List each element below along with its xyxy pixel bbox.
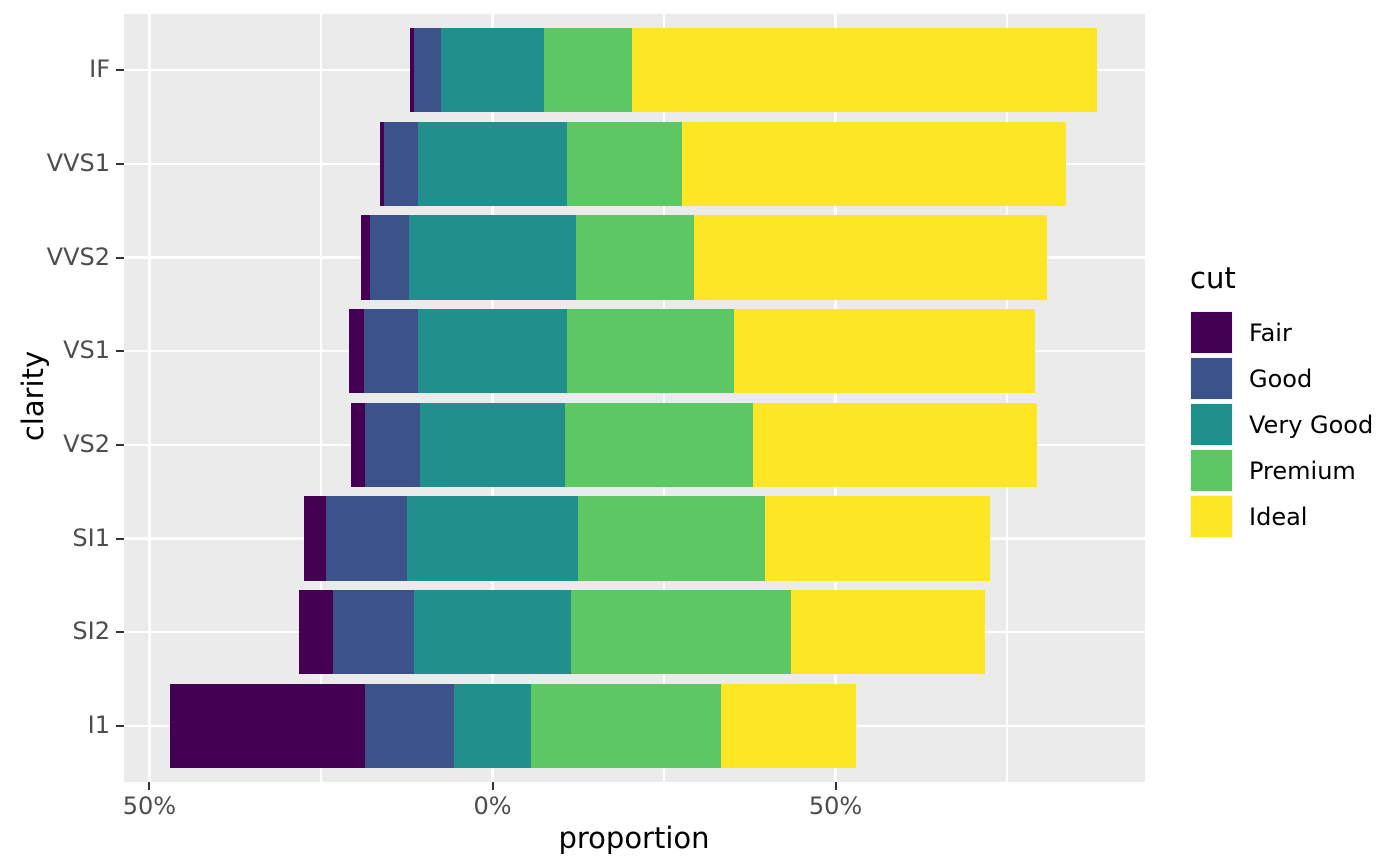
bar-segment-fair (170, 683, 365, 768)
bar-segment-fair (380, 121, 384, 206)
gridline-minor-vertical (663, 14, 665, 782)
bar-segment-ideal (693, 215, 1047, 300)
bar-segment-very-good (414, 590, 571, 675)
bar-segment-good (365, 402, 420, 487)
x-axis-tick-label: 50% (122, 792, 177, 820)
bar-segment-fair (350, 402, 366, 487)
x-axis-tick-label: 50% (808, 792, 863, 820)
bar-segment-good (325, 496, 408, 581)
gridline-minor-vertical (1006, 14, 1008, 782)
y-axis-tick-label: IF (89, 55, 110, 84)
y-axis-tick-label: SI1 (72, 523, 110, 552)
x-axis-tick (491, 782, 494, 790)
bar-segment-very-good (407, 496, 578, 581)
bar-segment-ideal (721, 683, 857, 768)
bar-segment-premium (531, 683, 722, 768)
bar-segment-fair (349, 309, 364, 394)
y-axis-tick (116, 631, 124, 634)
legend-swatch (1190, 495, 1233, 538)
bar-segment-premium (576, 215, 694, 300)
legend: cut Fair Good Very Good Premium Ideal (1190, 261, 1373, 541)
legend-item: Ideal (1190, 495, 1373, 538)
bar-segment-very-good (418, 121, 567, 206)
y-axis-tick (116, 724, 124, 727)
x-axis-title: proportion (558, 821, 710, 855)
bar-segment-good (413, 28, 442, 113)
legend-swatch (1190, 357, 1233, 400)
y-axis-title: clarity (16, 350, 50, 442)
y-axis-tick (116, 443, 124, 446)
legend-swatch (1190, 311, 1233, 354)
legend-item: Fair (1190, 311, 1373, 354)
bar-segment-ideal (682, 121, 1067, 206)
bar-segment-ideal (632, 28, 1097, 113)
bar-segment-good (383, 121, 419, 206)
legend-item-label: Good (1249, 364, 1313, 393)
bar-segment-ideal (790, 590, 985, 675)
gridline-major-vertical (148, 14, 151, 782)
y-axis-tick (116, 350, 124, 353)
bar-segment-premium (565, 402, 753, 487)
bar-segment-good (364, 683, 454, 768)
bar-segment-premium (567, 309, 734, 394)
x-axis-tick-label: 0% (473, 792, 512, 820)
bar-segment-very-good (419, 402, 565, 487)
y-axis-tick-label: VS1 (63, 336, 110, 365)
bar-segment-ideal (752, 402, 1037, 487)
bar-segment-fair (298, 590, 334, 675)
x-axis-tick (834, 782, 837, 790)
bar-segment-good (363, 309, 418, 394)
bar-segment-good (370, 215, 409, 300)
bar-segment-good (333, 590, 415, 675)
bar-segment-ideal (734, 309, 1036, 394)
legend-entries: Fair Good Very Good Premium Ideal (1190, 311, 1373, 538)
bar-segment-fair (410, 28, 414, 113)
legend-item: Premium (1190, 449, 1373, 492)
bar-segment-premium (577, 496, 766, 581)
gridline-major-vertical (491, 14, 494, 782)
legend-swatch (1190, 449, 1233, 492)
bar-segment-very-good (408, 215, 577, 300)
bar-segment-very-good (453, 683, 532, 768)
y-axis-tick-label: I1 (87, 710, 110, 739)
y-axis-tick-label: SI2 (72, 617, 110, 646)
legend-item: Very Good (1190, 403, 1373, 446)
y-axis-tick-label: VVS2 (46, 242, 110, 271)
y-axis-tick-label: VS2 (63, 429, 110, 458)
legend-swatch (1190, 403, 1233, 446)
x-axis-tick (148, 782, 151, 790)
plot-panel (124, 14, 1145, 782)
bar-segment-very-good (417, 309, 567, 394)
bar-segment-fair (360, 215, 371, 300)
bar-segment-premium (570, 590, 791, 675)
legend-item: Good (1190, 357, 1373, 400)
bar-segment-fair (304, 496, 326, 581)
y-axis-tick (116, 256, 124, 259)
legend-item-label: Ideal (1249, 502, 1308, 531)
bar-segment-premium (566, 121, 683, 206)
y-axis-tick-label: VVS1 (46, 148, 110, 177)
bar-segment-ideal (765, 496, 991, 581)
y-axis-tick (116, 69, 124, 72)
legend-item-label: Fair (1249, 318, 1292, 347)
legend-item-label: Premium (1249, 456, 1356, 485)
legend-item-label: Very Good (1249, 410, 1374, 439)
gridline-major-vertical (834, 14, 837, 782)
legend-title: cut (1190, 261, 1236, 295)
y-axis-tick (116, 537, 124, 540)
gridline-minor-vertical (320, 14, 322, 782)
bar-segment-very-good (441, 28, 544, 113)
y-axis-tick (116, 162, 124, 165)
bar-segment-premium (543, 28, 632, 113)
